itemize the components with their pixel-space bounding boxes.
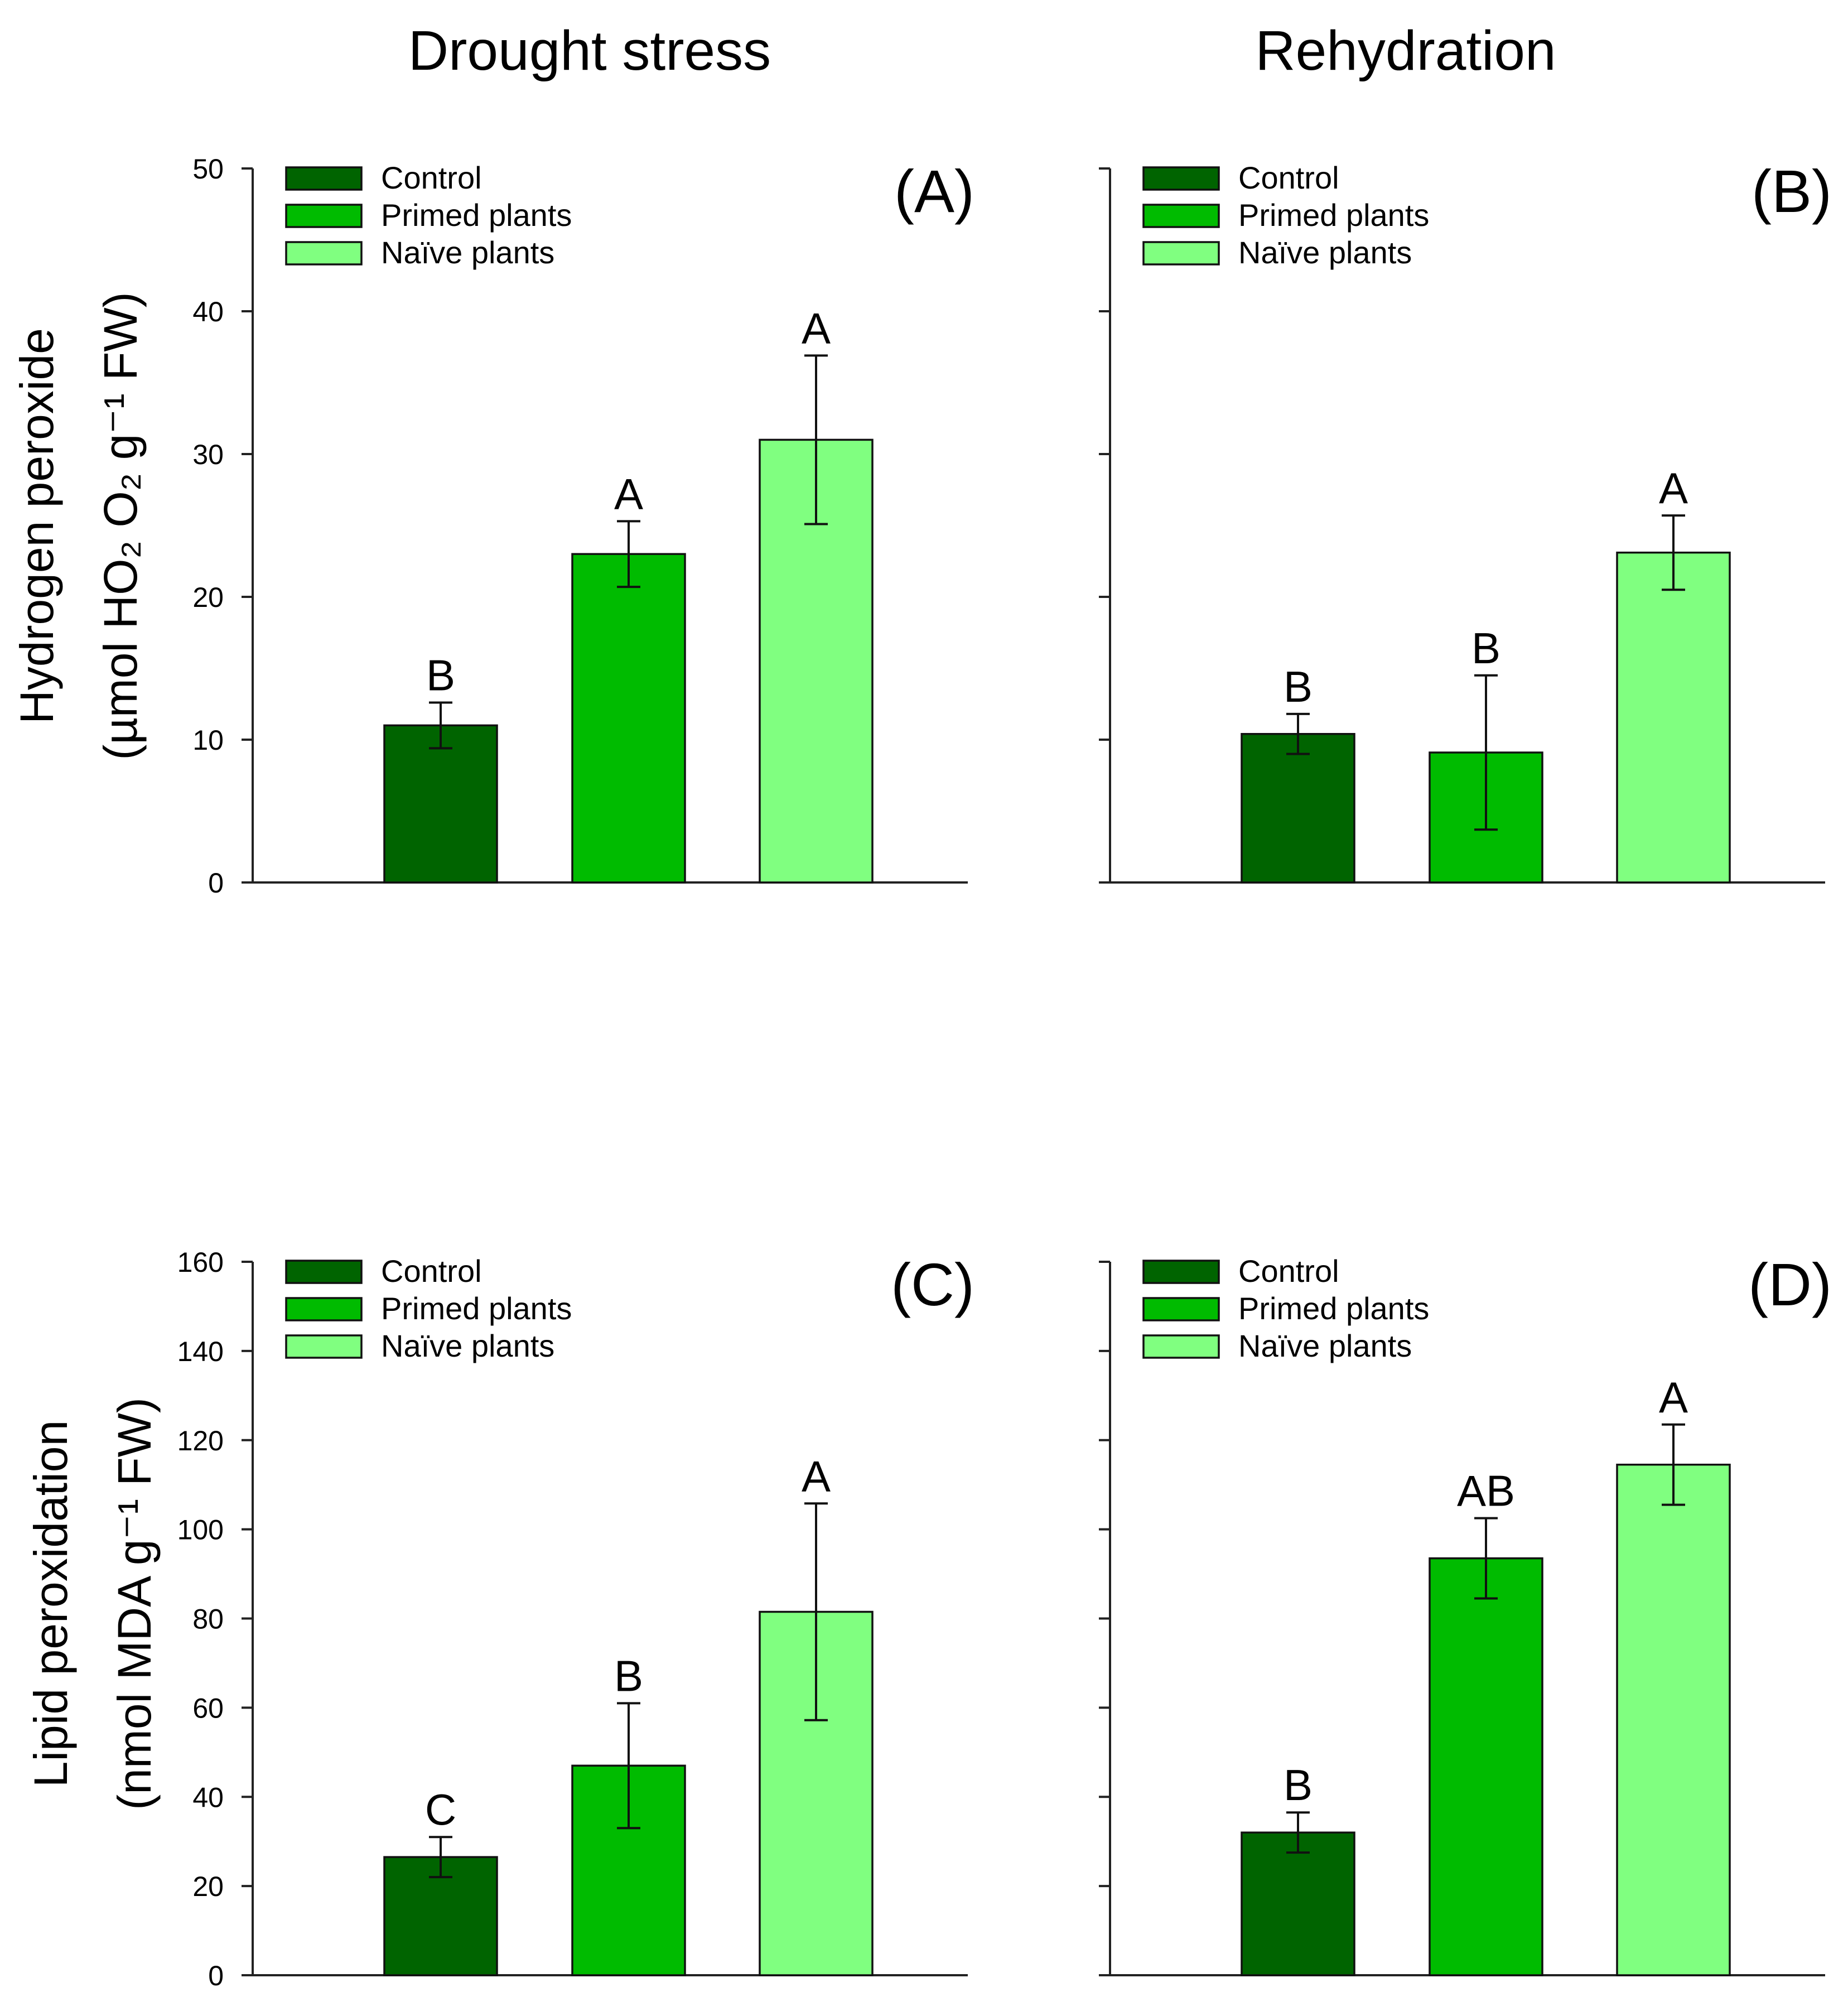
y-axis-label-line1: Lipid peroxidation — [25, 1420, 77, 1787]
y-tick-label: 50 — [192, 153, 224, 185]
y-tick-label: 160 — [177, 1247, 224, 1278]
significance-letter: B — [1284, 1760, 1313, 1810]
significance-letter: C — [425, 1785, 456, 1834]
significance-letter: B — [1284, 662, 1313, 711]
y-tick-label: 100 — [177, 1514, 224, 1546]
bar-control — [1241, 1831, 1355, 1976]
significance-letter: B — [426, 650, 455, 700]
y-tick-label: 10 — [192, 725, 224, 756]
significance-letter: A — [802, 303, 831, 353]
y-axis-label-line1: Hydrogen peroxide — [11, 328, 63, 724]
y-tick-label: 20 — [192, 582, 224, 613]
bar-primed-plants — [1429, 1557, 1543, 1976]
legend-swatch — [1142, 1334, 1220, 1359]
y-axis-label-hydrogen-peroxide: Hydrogen peroxide (µmol HO₂ O₂ g⁻¹ FW) — [11, 292, 147, 760]
legend-swatch — [285, 204, 363, 228]
significance-letter: B — [1471, 624, 1500, 673]
legend-swatch — [285, 1260, 363, 1284]
y-axis-label-line2: (µmol HO₂ O₂ g⁻¹ FW) — [94, 292, 147, 760]
legend-label: Control — [1238, 1253, 1339, 1289]
column-title-drought: Drought stress — [408, 20, 771, 82]
y-axis-label-line2: (nmol MDA g⁻¹ FW) — [108, 1397, 161, 1810]
legend-swatch — [285, 1297, 363, 1321]
significance-letter: AB — [1457, 1466, 1515, 1516]
bar-na-ve-plants — [1616, 551, 1731, 884]
legend-label: Primed plants — [381, 197, 572, 233]
bar-primed-plants — [571, 553, 686, 884]
y-tick-label: 40 — [192, 296, 224, 327]
panel-tag: (D) — [1748, 1251, 1832, 1318]
legend-label: Naïve plants — [1238, 1328, 1412, 1363]
legend-label: Control — [1238, 160, 1339, 195]
legend-label: Primed plants — [1238, 197, 1429, 233]
y-tick-label: 60 — [192, 1692, 224, 1724]
y-tick-label: 0 — [208, 867, 224, 899]
y-tick-label: 80 — [192, 1604, 224, 1635]
bar-na-ve-plants — [1616, 1463, 1731, 1976]
legend-swatch — [1142, 1297, 1220, 1321]
legend-swatch — [285, 1334, 363, 1359]
legend-label: Control — [381, 1253, 482, 1289]
legend-swatch — [1142, 1260, 1220, 1284]
bar-control — [1241, 733, 1355, 884]
legend-swatch — [1142, 204, 1220, 228]
legend-label: Naïve plants — [381, 235, 554, 270]
y-axis-label-lipid-peroxidation: Lipid peroxidation (nmol MDA g⁻¹ FW) — [25, 1397, 161, 1810]
y-tick-label: 140 — [177, 1336, 224, 1367]
legend-swatch — [1142, 166, 1220, 191]
column-title-rehydration: Rehydration — [1255, 20, 1556, 82]
bar-control — [383, 724, 498, 884]
significance-letter: A — [1659, 1373, 1688, 1422]
legend-label: Primed plants — [381, 1291, 572, 1326]
y-tick-label: 0 — [208, 1960, 224, 1991]
legend-swatch — [285, 166, 363, 191]
y-tick-label: 30 — [192, 439, 224, 470]
y-tick-label: 120 — [177, 1425, 224, 1456]
significance-letter: A — [1659, 464, 1688, 513]
legend-label: Primed plants — [1238, 1291, 1429, 1326]
significance-letter: B — [614, 1651, 643, 1700]
legend-swatch — [1142, 241, 1220, 266]
legend-label: Control — [381, 160, 482, 195]
y-tick-label: 20 — [192, 1871, 224, 1902]
legend-swatch — [285, 241, 363, 266]
panel-tag: (B) — [1752, 157, 1832, 225]
panel-tag: (A) — [894, 157, 974, 225]
panel-tag: (C) — [891, 1251, 974, 1318]
significance-letter: A — [802, 1451, 831, 1501]
significance-letter: A — [614, 469, 643, 518]
y-tick-label: 40 — [192, 1782, 224, 1813]
legend-label: Naïve plants — [381, 1328, 554, 1363]
legend-label: Naïve plants — [1238, 235, 1412, 270]
